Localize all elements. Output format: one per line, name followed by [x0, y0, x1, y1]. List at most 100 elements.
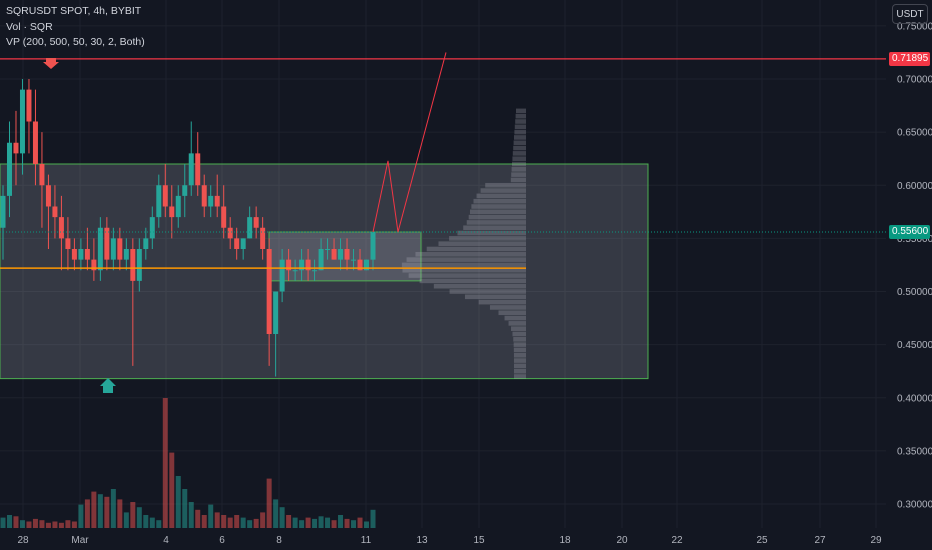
volume-profile-row	[513, 358, 526, 363]
price-tick-label: 0.70000	[897, 75, 932, 86]
candle-body	[84, 249, 90, 260]
volume-profile-row	[468, 214, 526, 220]
candle-body	[195, 153, 201, 186]
price-tick-label: 0.65000	[897, 128, 932, 139]
markers	[43, 58, 116, 393]
resistance-price-tag: 0.71895	[889, 51, 930, 66]
volume-bar	[208, 504, 214, 528]
candle-body	[312, 270, 318, 272]
buy-arrow-icon	[100, 378, 116, 393]
candle-body	[130, 249, 136, 281]
volume-bar	[162, 398, 168, 528]
volume-profile-row	[406, 257, 526, 262]
time-tick-label: 28	[17, 535, 29, 546]
volume-profile-row	[402, 267, 526, 273]
candle-body	[214, 195, 220, 207]
volume-profile-row	[512, 151, 526, 156]
candle-body	[45, 185, 51, 207]
candle-body	[13, 142, 19, 154]
volume-legend[interactable]: Vol · SQR	[6, 21, 53, 33]
volume-bar	[136, 507, 142, 528]
price-tick-label: 0.45000	[897, 340, 932, 351]
candle-body	[305, 259, 311, 271]
time-tick-label: Mar	[71, 535, 89, 546]
volume-bar	[370, 509, 376, 528]
candle-body	[117, 238, 123, 260]
volume-bar	[318, 516, 324, 528]
volume-bar	[253, 518, 259, 528]
volume-profile-row	[513, 145, 526, 151]
symbol-legend[interactable]: SQRUSDT SPOT, 4h, BYBIT	[6, 5, 142, 17]
volume-bar	[273, 499, 279, 528]
volume-bar	[175, 476, 181, 528]
candle-body	[208, 195, 214, 207]
volume-bar	[305, 517, 311, 528]
volume-bar	[71, 521, 77, 528]
price-tick-label: 0.55000	[897, 234, 932, 245]
volume-profile-row	[514, 124, 526, 130]
volume-profile-row	[433, 283, 526, 289]
candle-body	[370, 232, 376, 260]
candle-body	[351, 259, 357, 261]
volume-bar	[312, 518, 318, 528]
volume-bar	[266, 478, 272, 528]
candle-body	[266, 249, 272, 334]
volume-bar	[123, 512, 129, 528]
volume-bar	[331, 520, 337, 528]
volume-bar	[214, 512, 220, 528]
volume-profile-row	[480, 188, 526, 193]
volume-profile-row	[438, 241, 526, 246]
volume-profile-row	[513, 342, 526, 347]
time-tick-label: 20	[616, 535, 628, 546]
candle-body	[344, 249, 350, 260]
volume-bar	[182, 489, 188, 528]
volume-bar	[221, 515, 227, 528]
volume-profile-legend[interactable]: VP (200, 500, 50, 30, 2, Both)	[6, 36, 145, 48]
volume-bar	[279, 507, 285, 528]
volume-bar	[26, 521, 32, 528]
volume-bar	[357, 517, 363, 528]
volume-bar	[292, 517, 298, 528]
volume-bar	[364, 521, 370, 528]
price-tick-label: 0.30000	[897, 500, 932, 511]
volume-profile-row	[514, 129, 526, 135]
volume-profile-row	[489, 305, 526, 310]
volume-profile	[401, 108, 526, 379]
volume-bar	[338, 515, 344, 528]
price-tick-label: 0.35000	[897, 446, 932, 457]
volume-bar	[351, 520, 357, 528]
volume-bar	[201, 515, 207, 528]
volume-profile-row	[508, 321, 526, 326]
volume-profile-row	[513, 352, 526, 358]
candle-body	[221, 206, 227, 228]
volume-bar	[299, 520, 305, 528]
candle-body	[78, 249, 84, 260]
candle-body	[357, 259, 363, 271]
candle-body	[260, 227, 266, 249]
candle-body	[279, 259, 285, 292]
volume-profile-row	[471, 204, 526, 209]
volume-bar	[91, 491, 97, 528]
volume-profile-row	[513, 347, 526, 353]
time-tick-label: 15	[473, 535, 485, 546]
candle-body	[91, 259, 97, 271]
volume-profile-row	[466, 220, 526, 225]
volume-profile-row	[513, 337, 526, 342]
volume-profile-row	[514, 135, 526, 140]
time-axis: 28 Mar 4 6 8 11 13 15 18 20 22 25 27 29	[17, 535, 882, 546]
candle-body	[247, 217, 253, 239]
candle-body	[331, 249, 337, 260]
volume-bar	[195, 509, 201, 528]
volume-bar	[84, 499, 90, 528]
volume-bar	[188, 502, 194, 528]
price-tick-label: 0.60000	[897, 181, 932, 192]
currency-button[interactable]: USDT	[892, 4, 928, 24]
price-tick-label: 0.75000	[897, 21, 932, 32]
time-tick-label: 6	[219, 535, 225, 546]
volume-profile-row	[485, 182, 526, 188]
price-tick-label: 0.50000	[897, 287, 932, 298]
candle-body	[97, 227, 103, 271]
price-axis-bg	[886, 0, 932, 550]
volume-bar	[117, 499, 123, 528]
